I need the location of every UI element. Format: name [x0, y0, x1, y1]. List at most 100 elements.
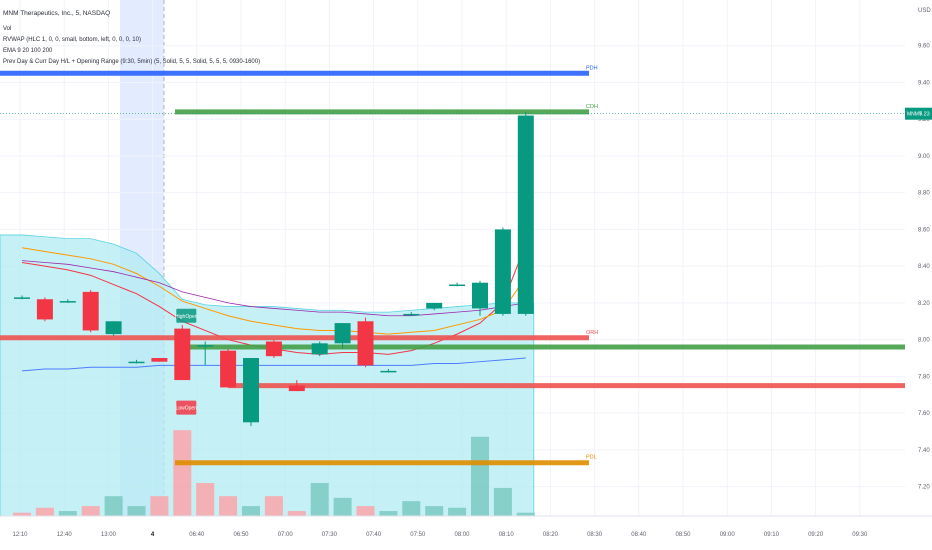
time-tick-label: 08:40	[631, 532, 647, 538]
time-tick-label: 08:00	[454, 532, 470, 538]
last-price-symbol: MNMT	[907, 112, 922, 118]
last-price-value: 9.23	[919, 112, 930, 118]
rvwap-band-outline	[0, 234, 535, 517]
volume-bar	[493, 487, 512, 516]
time-tick-label: 07:30	[322, 532, 338, 538]
marker-box	[176, 308, 197, 323]
time-tick-label: 06:50	[233, 532, 249, 538]
price-tick-label: 8.40	[918, 264, 930, 270]
time-tick-label: 09:10	[764, 532, 780, 538]
price-tick-label: 8.80	[918, 191, 930, 197]
time-tick-label: 08:10	[499, 532, 515, 538]
volume-bar	[264, 496, 283, 516]
price-tick-label: 7.60	[918, 411, 930, 417]
volume-bar	[287, 511, 306, 516]
volume-bars	[13, 430, 535, 516]
price-tick-label: 9.40	[918, 80, 930, 86]
candle-body	[82, 291, 99, 331]
volume-bar	[219, 496, 238, 516]
candle-body	[197, 345, 214, 347]
volume-bar	[173, 430, 192, 516]
candle-body	[105, 321, 122, 335]
ema-mid-line	[21, 247, 527, 335]
volume-bar	[425, 506, 444, 516]
time-axis-bg	[0, 516, 932, 550]
currency-label: USD	[918, 8, 931, 14]
marker-box	[176, 400, 197, 415]
indicator-ema[interactable]: EMA 9 20 100 200	[3, 48, 53, 54]
time-tick-label: 12:40	[57, 532, 73, 538]
volume-bar	[448, 507, 467, 516]
indicator-volume[interactable]: Vol	[3, 26, 12, 32]
indicator-legend: Vol RVWAP (HLC 1, 0, 0, small, bottom, l…	[3, 24, 260, 68]
candle-body	[311, 343, 328, 355]
candle-body	[151, 358, 168, 362]
volume-bar	[471, 436, 489, 516]
time-tick-label: 09:30	[852, 532, 868, 538]
time-tick-label: 4	[151, 532, 155, 538]
volume-bar	[58, 511, 77, 516]
price-tick-label: 7.20	[918, 485, 930, 491]
volume-bar	[13, 512, 31, 516]
candles	[14, 111, 534, 426]
price-tick-label: 9.00	[918, 154, 930, 160]
indicator-rvwap[interactable]: RVWAP (HLC 1, 0, 0, small, bottom, left,…	[3, 37, 141, 43]
candle-body	[426, 302, 443, 309]
level-label-pdh: PDH	[586, 65, 598, 71]
candle-body	[36, 299, 53, 320]
candle-body	[380, 370, 397, 373]
candle-body	[357, 321, 374, 366]
price-tick-label: 7.80	[918, 374, 930, 380]
price-tick-label: 9.20	[918, 117, 930, 123]
volume-bar	[379, 511, 398, 516]
candle-body	[334, 323, 351, 344]
candle-body	[128, 361, 145, 364]
candle-body	[220, 350, 237, 388]
indicator-levels[interactable]: Prev Day & Curr Day H/L + Opening Range …	[3, 59, 261, 65]
time-tick-label: 13:00	[101, 532, 117, 538]
candle-body	[403, 313, 420, 316]
volume-bar	[516, 512, 535, 516]
time-tick-label: 07:50	[410, 532, 426, 538]
candle-body	[288, 385, 305, 392]
time-tick-label: 08:30	[587, 532, 603, 538]
marker-label: HighOpen	[175, 314, 198, 320]
price-tick-label: 9.60	[918, 44, 930, 50]
last-price-tag	[905, 107, 932, 120]
time-tick-label: 12:10	[12, 532, 28, 538]
price-axis-bg	[905, 0, 932, 550]
marker-label: LowOpen	[176, 406, 198, 412]
level-label-pdl: PDL	[586, 455, 597, 461]
candle-body	[494, 229, 511, 314]
volume-bar	[35, 507, 54, 516]
level-label-cdh: CDH	[586, 104, 598, 110]
candle-body	[472, 282, 488, 309]
candle-body	[243, 358, 259, 423]
vwap-line	[21, 357, 526, 372]
price-tick-label: 8.20	[918, 301, 930, 307]
volume-bar	[310, 483, 329, 516]
volume-bar	[127, 506, 146, 516]
time-tick-label: 08:50	[675, 532, 691, 538]
volume-bar	[356, 506, 375, 516]
marker-highopen: HighOpen	[175, 308, 198, 323]
time-tick-label: 08:20	[543, 532, 559, 538]
time-tick-label: 07:40	[366, 532, 382, 538]
candle-body	[59, 301, 76, 303]
level-label-orh: ORH	[586, 330, 598, 336]
marker-lowopen: LowOpen	[176, 400, 198, 415]
volume-bar	[242, 506, 260, 516]
price-tick-label: 8.00	[918, 338, 930, 344]
symbol-title[interactable]: MNM Therapeutics, Inc., 5, NASDAQ	[3, 10, 111, 17]
candle-body	[265, 341, 282, 357]
rvwap-band-upper	[0, 234, 534, 516]
candle-body	[174, 328, 191, 381]
candle-body	[517, 115, 534, 314]
candle-body	[449, 284, 466, 287]
volume-bar	[81, 506, 100, 516]
volume-bar	[333, 497, 352, 516]
time-tick-label: 07:00	[278, 532, 294, 538]
candle-body	[14, 297, 30, 299]
